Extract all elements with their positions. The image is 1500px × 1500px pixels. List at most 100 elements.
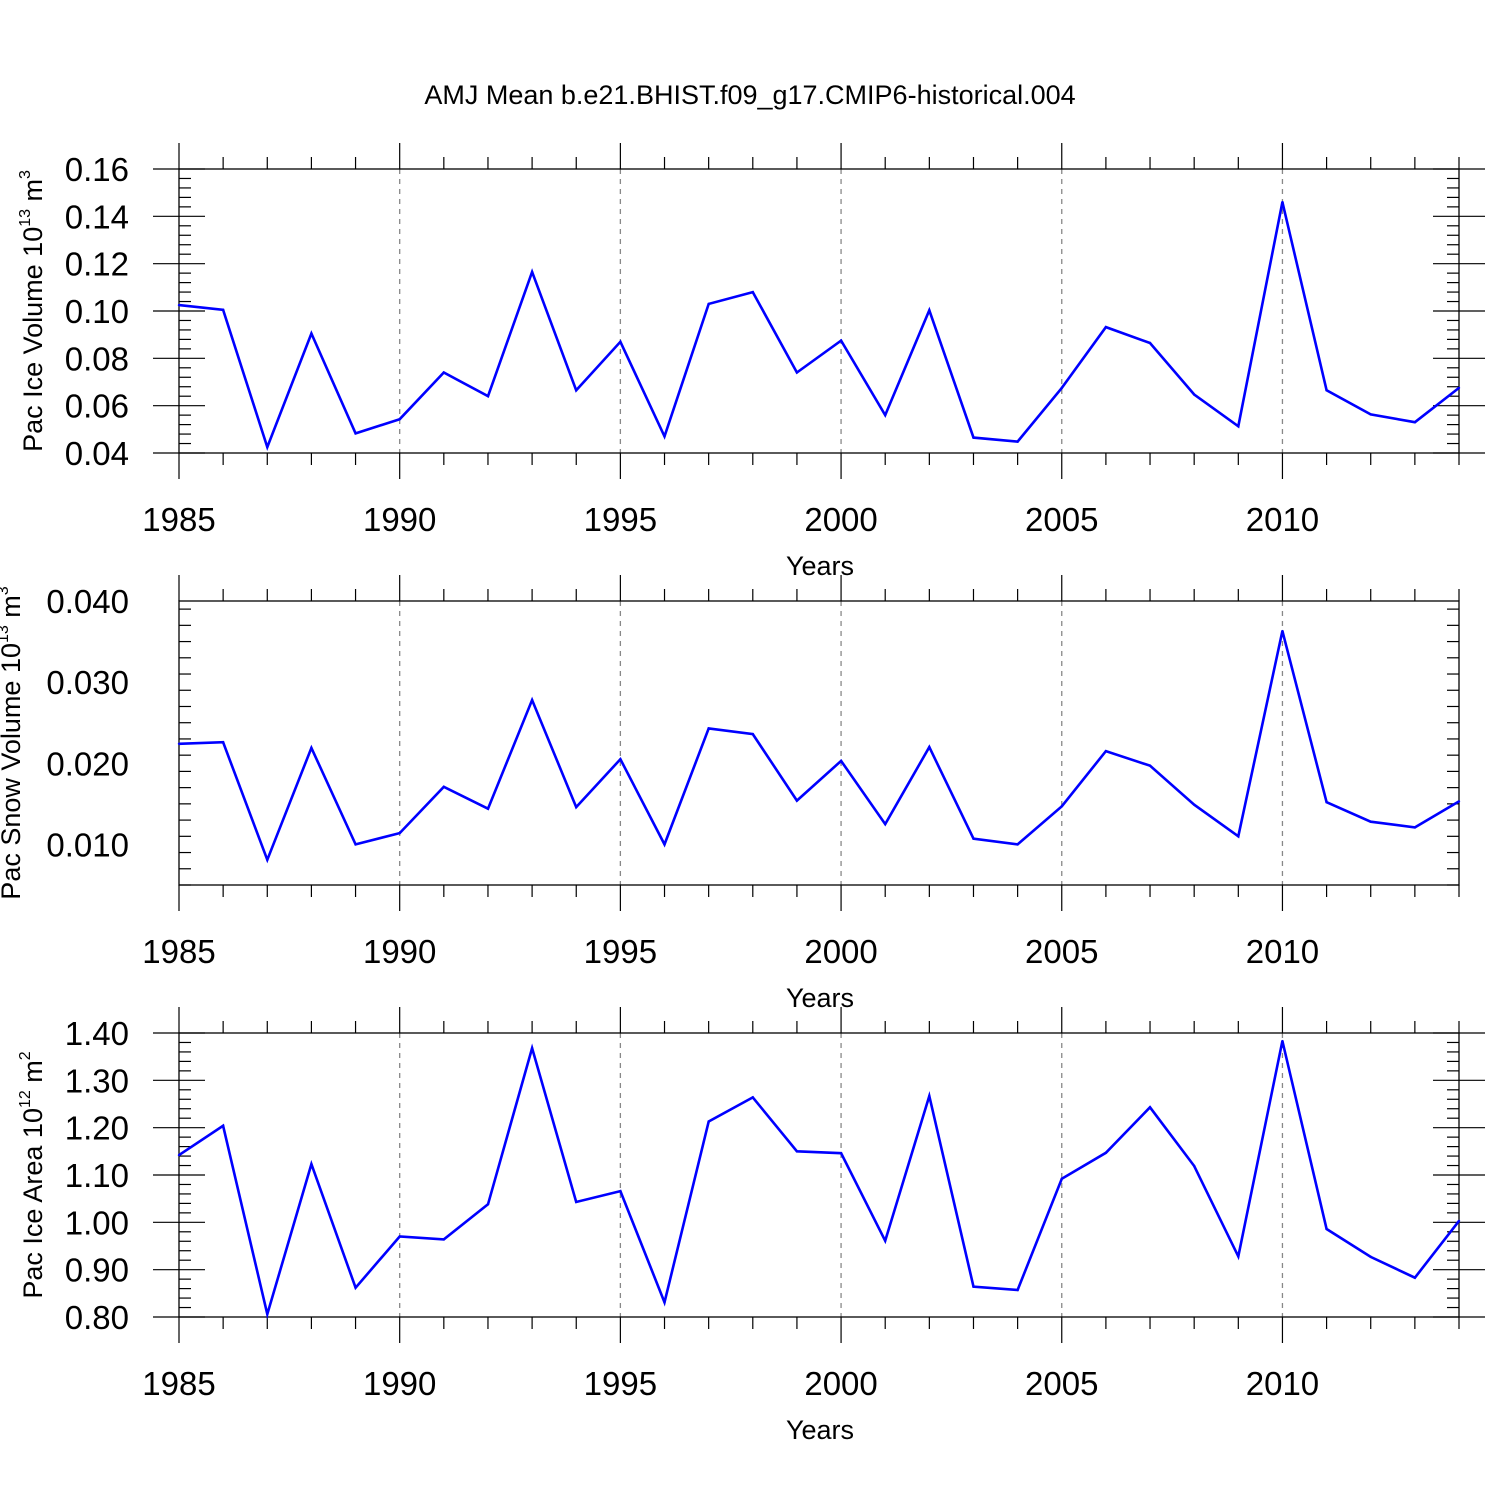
- data-point: [795, 799, 799, 802]
- data-point: [530, 698, 534, 702]
- x-tick-label: 1985: [142, 933, 215, 970]
- x-tick-label: 2005: [1025, 1365, 1098, 1402]
- data-point: [1104, 1151, 1108, 1154]
- data-point: [354, 432, 357, 435]
- y-tick-label: 0.010: [46, 826, 129, 863]
- data-point: [1192, 1164, 1196, 1168]
- data-point: [1104, 325, 1108, 329]
- data-point: [1237, 835, 1240, 838]
- data-point: [221, 1124, 225, 1127]
- plot-frame: [178, 168, 1460, 454]
- data-point: [663, 1301, 666, 1304]
- data-point: [1016, 440, 1019, 443]
- data-point: [1457, 386, 1461, 390]
- data-point: [707, 1120, 710, 1123]
- data-point: [530, 270, 534, 274]
- data-point: [354, 843, 357, 846]
- x-tick-label: 2000: [804, 1365, 877, 1402]
- x-tick-label: 2010: [1246, 933, 1319, 970]
- y-axis-title: Pac Snow Volume 1013 m3: [0, 586, 26, 899]
- data-point: [398, 1235, 401, 1238]
- data-point: [310, 746, 313, 750]
- data-point: [1325, 389, 1328, 392]
- data-point: [1369, 1255, 1372, 1259]
- plot-frame: [178, 600, 1460, 886]
- chart-pac-ice-area: 0.80 0.90 1.00 1.10 1.20 1.30 1.40 1985 1990 1995…: [17, 1007, 1485, 1445]
- data-point: [575, 1200, 578, 1204]
- x-tick-label: 1990: [363, 933, 436, 970]
- data-point: [1281, 200, 1284, 204]
- data-point: [486, 1203, 490, 1206]
- data-point: [177, 742, 181, 746]
- x-tick-label: 2010: [1246, 1365, 1319, 1402]
- data-point: [619, 758, 622, 761]
- data-point: [751, 732, 754, 736]
- data-point: [177, 303, 181, 307]
- y-tick-label: 1.30: [65, 1062, 129, 1099]
- data-point: [442, 785, 446, 789]
- y-tick-label: 0.14: [65, 198, 129, 235]
- x-tick-label: 2010: [1246, 501, 1319, 538]
- x-tick-label: 1995: [584, 501, 657, 538]
- x-tick-label: 2005: [1025, 933, 1098, 970]
- x-axis-title: Years: [786, 551, 854, 581]
- x-tick-label: 1985: [142, 501, 215, 538]
- data-point: [310, 332, 313, 335]
- data-point: [1281, 1039, 1284, 1043]
- data-point: [1237, 425, 1240, 428]
- data-point: [884, 822, 887, 826]
- y-tick-label: 0.08: [65, 340, 129, 377]
- data-point: [486, 395, 490, 398]
- x-axis-title: Years: [786, 983, 854, 1013]
- data-point: [839, 759, 843, 763]
- y-tick-label: 0.040: [46, 583, 129, 620]
- y-tick-label: 0.10: [65, 293, 129, 330]
- data-point: [1060, 805, 1063, 808]
- figure-title: AMJ Mean b.e21.BHIST.f09_g17.CMIP6-histo…: [424, 80, 1076, 110]
- y-tick-label: 1.20: [65, 1110, 129, 1147]
- data-point: [928, 745, 931, 749]
- data-point: [663, 435, 666, 438]
- data-point: [1413, 826, 1417, 829]
- data-point: [972, 436, 975, 439]
- data-point: [354, 1286, 357, 1289]
- data-point: [1060, 1177, 1063, 1180]
- x-tick-label: 2000: [804, 501, 877, 538]
- data-point: [928, 1094, 931, 1098]
- data-point: [751, 1096, 754, 1099]
- y-tick-label: 1.40: [65, 1015, 129, 1052]
- y-tick-label: 0.04: [65, 435, 129, 472]
- y-tick-label: 1.00: [65, 1204, 129, 1241]
- data-point: [221, 308, 225, 312]
- y-tick-label: 1.10: [65, 1157, 129, 1194]
- data-point: [575, 805, 578, 809]
- data-point: [266, 858, 269, 862]
- y-axis-title: Pac Ice Volume 1013 m3: [17, 170, 48, 452]
- data-point: [266, 445, 269, 449]
- data-point: [1281, 629, 1284, 633]
- data-point: [1413, 421, 1417, 424]
- data-point: [1457, 800, 1461, 803]
- data-point: [1413, 1276, 1417, 1279]
- data-point: [795, 1150, 799, 1153]
- chart-pac-ice-volume: 0.04 0.06 0.08 0.10 0.12 0.14 0.16 1985 1990 1995…: [17, 143, 1485, 581]
- series-line: [178, 1040, 1461, 1320]
- data-point: [1148, 341, 1152, 345]
- y-tick-label: 0.90: [65, 1252, 129, 1289]
- data-point: [442, 371, 446, 374]
- data-point: [442, 1238, 446, 1241]
- data-point: [1016, 1288, 1019, 1292]
- data-point: [663, 843, 666, 846]
- series-line: [178, 201, 1460, 451]
- x-tick-label: 1995: [584, 933, 657, 970]
- data-point: [707, 727, 710, 730]
- data-point: [972, 1285, 975, 1288]
- data-point: [530, 1046, 534, 1050]
- data-point: [884, 413, 887, 417]
- data-point: [619, 340, 622, 343]
- x-tick-label: 2000: [804, 933, 877, 970]
- data-point: [795, 371, 799, 374]
- data-point: [575, 389, 578, 392]
- data-point: [266, 1312, 269, 1316]
